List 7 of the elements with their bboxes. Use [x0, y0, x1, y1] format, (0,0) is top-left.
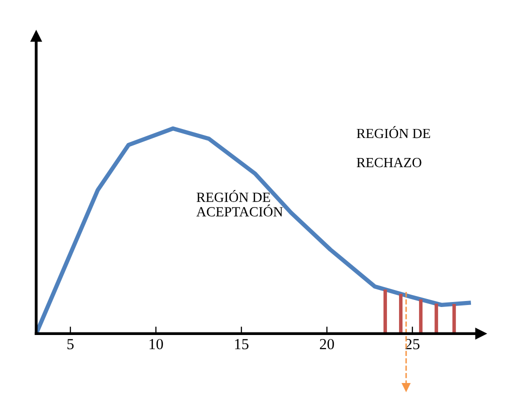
- text: REGIÓN DE RECHAZO: [356, 126, 430, 168]
- x-tick-label: 20: [320, 338, 334, 350]
- x-tick-label: 10: [150, 338, 163, 350]
- x-tick-label: 25: [405, 339, 420, 350]
- x-tick-label: 15: [235, 339, 248, 350]
- annotation: REGIÓN DE ACEPTACIÓN: [196, 190, 283, 216]
- x-tick-label: 5: [67, 339, 74, 350]
